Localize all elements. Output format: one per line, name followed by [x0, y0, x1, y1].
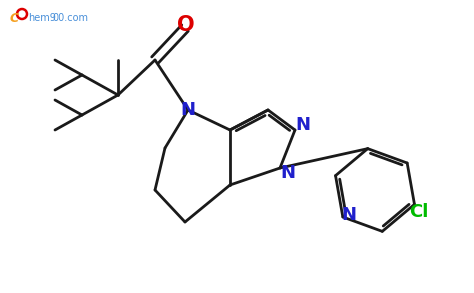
Text: C: C	[9, 11, 18, 25]
Text: hem9: hem9	[28, 13, 56, 23]
Text: 00.com: 00.com	[52, 13, 88, 23]
Text: N: N	[295, 116, 310, 134]
Text: Cl: Cl	[409, 203, 428, 222]
Text: N: N	[281, 164, 295, 182]
Text: N: N	[341, 206, 356, 224]
Text: O: O	[177, 15, 195, 35]
Text: N: N	[181, 101, 195, 119]
